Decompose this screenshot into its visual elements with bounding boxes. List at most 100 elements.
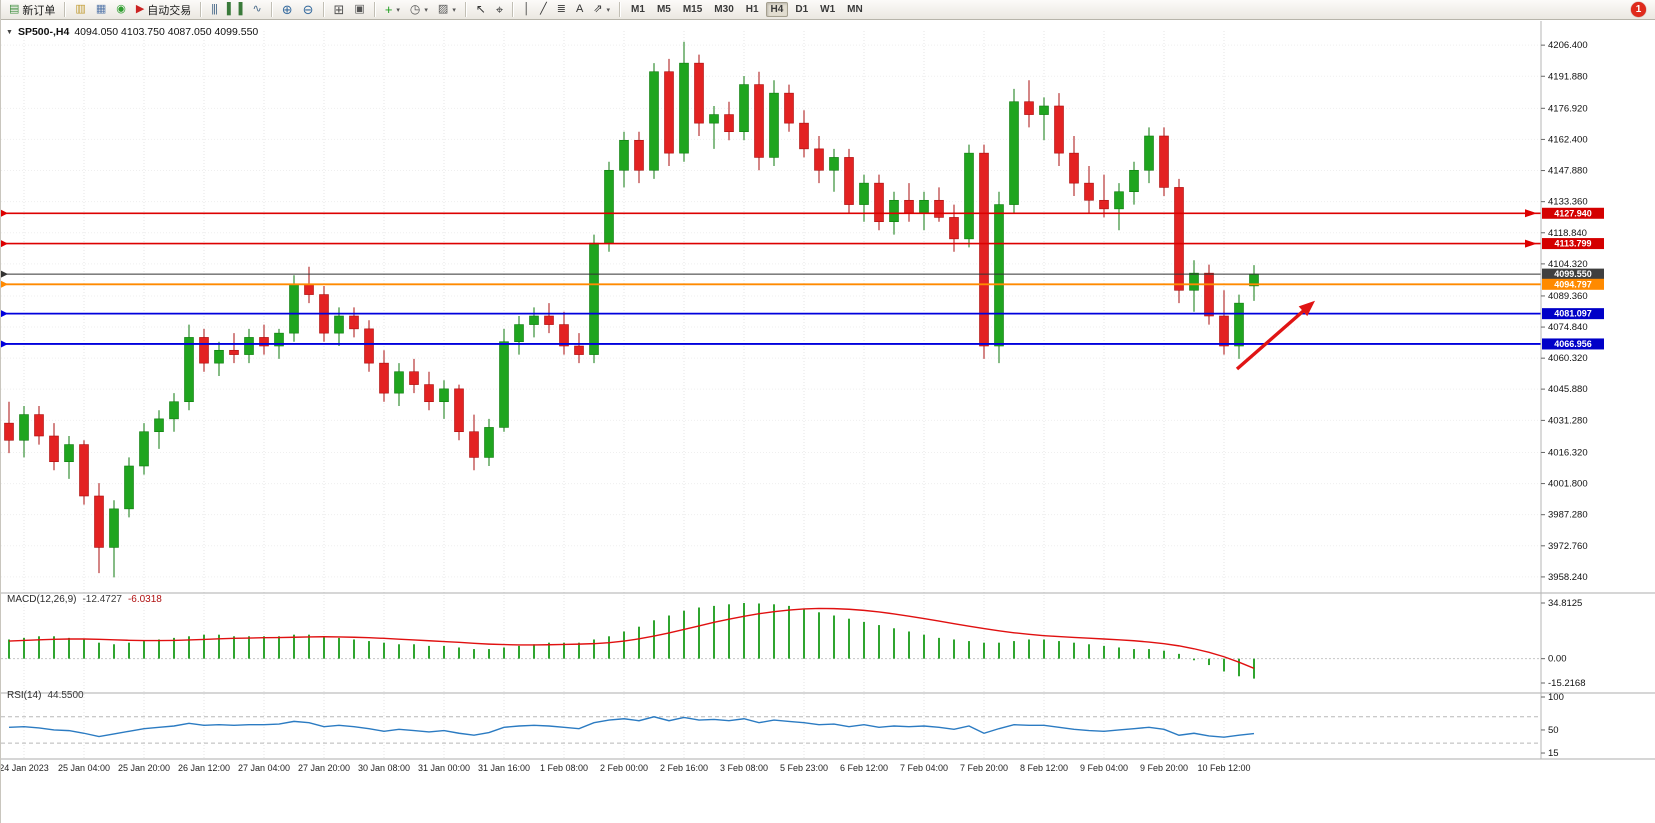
line-left-marker bbox=[1, 310, 8, 318]
crosshair-button[interactable]: ⌖ bbox=[491, 0, 508, 19]
macd-header: MACD(12,26,9) -12.4727 -6.0318 bbox=[7, 594, 162, 605]
indicators-button[interactable]: + ▾ bbox=[380, 0, 405, 19]
periods-button-dropdown-icon[interactable]: ▾ bbox=[424, 6, 428, 14]
timeframe-h1-button[interactable]: H1 bbox=[745, 4, 759, 15]
candle-body bbox=[964, 152, 974, 240]
rsi-axis-label: 100 bbox=[1548, 692, 1564, 703]
candle-body bbox=[199, 337, 209, 364]
candlestick-type-button[interactable]: ▌▐ bbox=[222, 0, 248, 19]
candle-body bbox=[724, 114, 734, 133]
candle-body bbox=[604, 169, 614, 244]
crosshair-icon: ⌖ bbox=[495, 2, 504, 17]
timeframe-m5-button[interactable]: M5 bbox=[656, 4, 671, 15]
timeframe-mn-button[interactable]: MN bbox=[847, 4, 863, 15]
templates-button[interactable]: ▨ ▾ bbox=[433, 0, 461, 19]
trendline-button[interactable]: ╱ bbox=[535, 0, 552, 19]
candle-body bbox=[574, 345, 584, 355]
line-left-marker bbox=[1, 240, 8, 248]
periods-icon: ◷ bbox=[409, 2, 421, 16]
time-label: 2 Feb 16:00 bbox=[660, 763, 708, 773]
zoom-out-icon: ⊖ bbox=[302, 2, 314, 17]
timeframe-w1-button[interactable]: W1 bbox=[820, 4, 836, 15]
horizontal-lines[interactable] bbox=[1, 209, 1541, 348]
price-badge bbox=[1542, 338, 1604, 350]
candle-body bbox=[79, 444, 89, 497]
bar-chart-type-button[interactable]: ||| bbox=[206, 0, 222, 19]
price-axis[interactable]: 4206.400 4191.880 4176.920 4162.400 4147.880… bbox=[1541, 40, 1604, 759]
collapse-icon[interactable]: ▼ bbox=[6, 28, 13, 36]
navigator-icon[interactable]: ◉ bbox=[111, 0, 131, 19]
indicators-button-dropdown-icon[interactable]: ▾ bbox=[396, 6, 400, 14]
candle-body bbox=[739, 84, 749, 133]
cursor-button[interactable]: ↖ bbox=[471, 0, 491, 19]
timeframe-d1-button[interactable]: D1 bbox=[795, 4, 809, 15]
rsi-header: RSI(14) 44.5500 bbox=[7, 690, 84, 701]
toolbar-separator bbox=[270, 2, 273, 17]
periods-button[interactable]: ◷ ▾ bbox=[405, 0, 433, 19]
candle-body bbox=[754, 84, 764, 158]
new-order-button-label: 新订单 bbox=[22, 4, 56, 17]
candle-body bbox=[634, 139, 644, 171]
price-label: 4016.320 bbox=[1548, 447, 1588, 458]
fibonacci-button[interactable]: ≣ bbox=[552, 0, 571, 19]
vertical-line-button[interactable]: │ bbox=[518, 0, 535, 19]
rsi-title: RSI(14) bbox=[7, 690, 42, 701]
price-label: 3958.240 bbox=[1548, 572, 1588, 583]
chart-svg[interactable]: 4206.400 4191.880 4176.920 4162.400 4147.880… bbox=[1, 21, 1655, 823]
text-tool-icon: A bbox=[575, 3, 584, 15]
price-badge-label: 4081.097 bbox=[1554, 309, 1592, 319]
timeframe-m30-button[interactable]: M30 bbox=[714, 4, 734, 15]
market-watch-icon[interactable]: ▦ bbox=[91, 0, 111, 19]
line-chart-type-button[interactable]: ∿ bbox=[247, 0, 266, 19]
candle-body bbox=[934, 199, 944, 218]
time-label: 30 Jan 08:00 bbox=[358, 763, 410, 773]
time-axis[interactable]: 24 Jan 2023 25 Jan 04:00 25 Jan 20:00 26 Ja… bbox=[1, 763, 1251, 773]
candle-body bbox=[1159, 135, 1169, 188]
navigator-icon-icon: ◉ bbox=[116, 3, 126, 15]
time-label: 5 Feb 23:00 bbox=[780, 763, 828, 773]
candle-body bbox=[424, 384, 434, 403]
chart-header: ▼ SP500-,H4 4094.050 4103.750 4087.050 4… bbox=[6, 26, 258, 38]
market-watch-icon-icon: ▦ bbox=[95, 3, 107, 15]
arrows-tool-button[interactable]: ⇗ ▾ bbox=[588, 0, 615, 19]
candle-body bbox=[889, 199, 899, 223]
line-left-marker bbox=[1, 209, 8, 217]
ohlc-values: 4094.050 4103.750 4087.050 4099.550 bbox=[74, 26, 259, 38]
notifications-badge[interactable]: 1 bbox=[1631, 2, 1646, 17]
autotrading-button[interactable]: ▶ 自动交易 bbox=[131, 0, 196, 19]
timeframe-m1-button[interactable]: M1 bbox=[631, 4, 645, 15]
candle-body bbox=[994, 204, 1004, 347]
text-tool-button[interactable]: A bbox=[571, 0, 588, 19]
timeframe-m15-button[interactable]: M15 bbox=[682, 4, 703, 15]
candle-body bbox=[109, 508, 119, 548]
rsi-line bbox=[8, 716, 1255, 738]
line-chart-type-icon: ∿ bbox=[252, 3, 262, 15]
price-badge bbox=[1542, 308, 1604, 320]
toolbar-separator bbox=[200, 2, 203, 17]
arrange-windows-button[interactable]: ▣ bbox=[349, 0, 369, 19]
toolbar-separator bbox=[373, 2, 376, 17]
candle-body bbox=[1174, 187, 1184, 291]
time-label: 7 Feb 20:00 bbox=[960, 763, 1008, 773]
time-label: 9 Feb 20:00 bbox=[1140, 763, 1188, 773]
arrange-windows-icon: ▣ bbox=[354, 3, 365, 15]
price-label: 3972.760 bbox=[1548, 541, 1588, 552]
arrows-tool-button-dropdown-icon[interactable]: ▾ bbox=[606, 6, 611, 14]
zoom-in-button[interactable]: ⊕ bbox=[277, 0, 298, 19]
candle-body bbox=[1219, 315, 1229, 347]
zoom-out-button[interactable]: ⊖ bbox=[298, 0, 319, 19]
tile-windows-icon: ⊞ bbox=[333, 2, 345, 17]
timeframe-h4-button[interactable]: H4 bbox=[765, 2, 789, 17]
price-label: 4118.840 bbox=[1548, 228, 1587, 239]
candle-body bbox=[154, 418, 164, 433]
tile-windows-button[interactable]: ⊞ bbox=[329, 0, 350, 19]
line-left-marker bbox=[1, 340, 8, 348]
rsi-axis-label: 50 bbox=[1548, 725, 1559, 736]
candle-body bbox=[619, 139, 629, 171]
price-charts-icon[interactable]: ▥ bbox=[70, 0, 90, 19]
candle-body bbox=[799, 122, 809, 150]
trend-arrow[interactable] bbox=[1235, 300, 1316, 371]
new-order-button[interactable]: ▤ 新订单 bbox=[4, 0, 60, 19]
templates-button-dropdown-icon[interactable]: ▾ bbox=[452, 6, 456, 14]
candle-body bbox=[484, 427, 494, 458]
